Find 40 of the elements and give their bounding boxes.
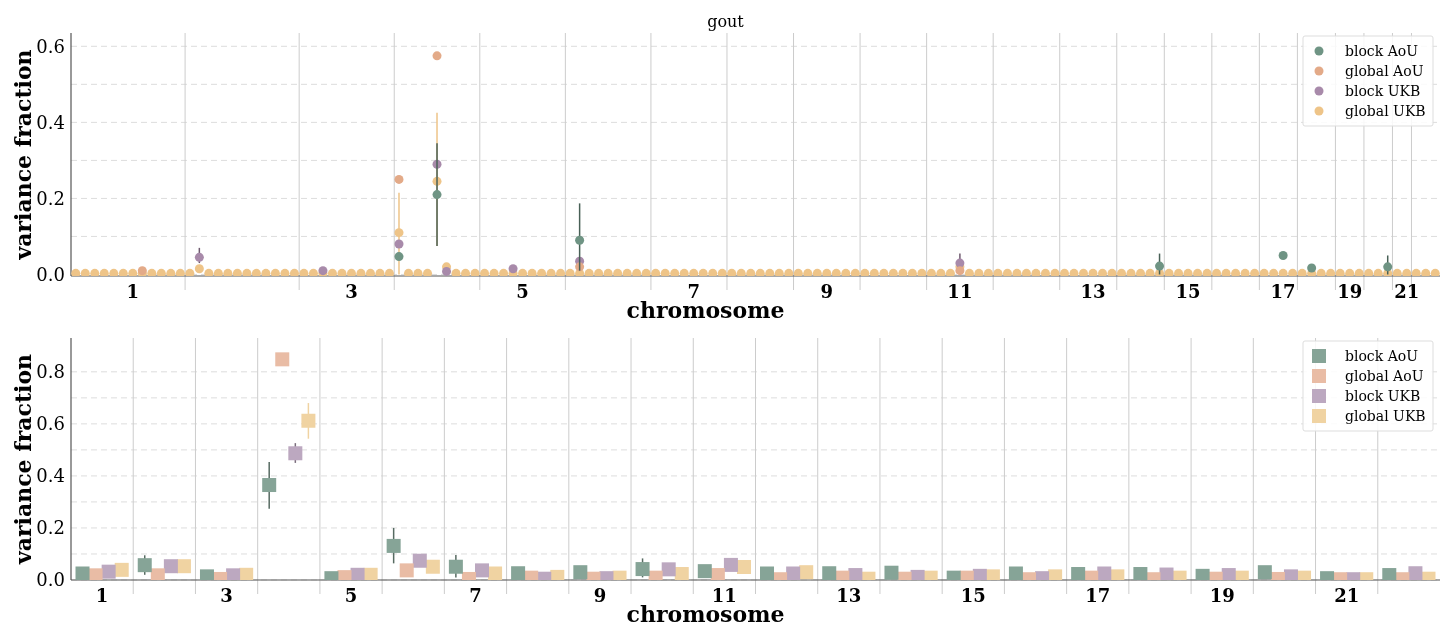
- legend-label: global AoU: [1345, 62, 1424, 79]
- x-tick-label: 21: [1334, 585, 1360, 606]
- x-tick-label: 1: [126, 281, 140, 302]
- x-tick-label: 1: [95, 585, 109, 606]
- y-tick-label: 0.8: [36, 361, 65, 383]
- x-tick-label: 13: [836, 585, 862, 606]
- y-tick-label: 0.0: [36, 569, 65, 591]
- legend-label: block AoU: [1345, 42, 1419, 59]
- y-tick-label: 0.4: [36, 465, 65, 487]
- x-tick-label: 9: [820, 281, 834, 302]
- x-tick-label: 17: [1085, 585, 1111, 606]
- y-axis-title: variance fraction: [10, 353, 36, 566]
- y-tick-label: 0.6: [36, 35, 65, 57]
- y-tick-label: 0.0: [36, 263, 65, 285]
- legend-label: global AoU: [1345, 367, 1424, 384]
- legend-label: block UKB: [1345, 387, 1421, 404]
- x-tick-label: 11: [947, 281, 973, 302]
- x-tick-label: 5: [516, 281, 529, 302]
- chart-title: gout: [707, 12, 745, 31]
- x-tick-label: 3: [345, 281, 358, 302]
- y-tick-label: 0.2: [36, 187, 65, 209]
- legend-label: block AoU: [1345, 347, 1419, 364]
- x-tick-label: 19: [1209, 585, 1235, 606]
- y-tick-label: 0.4: [36, 111, 65, 133]
- x-tick-label: 21: [1394, 281, 1420, 302]
- legend-label: global UKB: [1345, 407, 1426, 424]
- y-tick-label: 0.2: [36, 517, 65, 539]
- legend-label: block UKB: [1345, 82, 1421, 99]
- legend-label: global UKB: [1345, 102, 1426, 119]
- x-tick-label: 19: [1337, 281, 1363, 302]
- x-tick-label: 17: [1270, 281, 1296, 302]
- x-tick-label: 15: [1175, 281, 1201, 302]
- x-tick-label: 7: [469, 585, 482, 606]
- x-tick-label: 13: [1080, 281, 1106, 302]
- x-tick-label: 9: [593, 585, 607, 606]
- x-tick-label: 3: [220, 585, 233, 606]
- y-axis-title: variance fraction: [10, 49, 36, 261]
- y-tick-label: 0.6: [36, 413, 65, 435]
- x-tick-label: 5: [344, 585, 358, 606]
- x-tick-label: 15: [960, 585, 986, 606]
